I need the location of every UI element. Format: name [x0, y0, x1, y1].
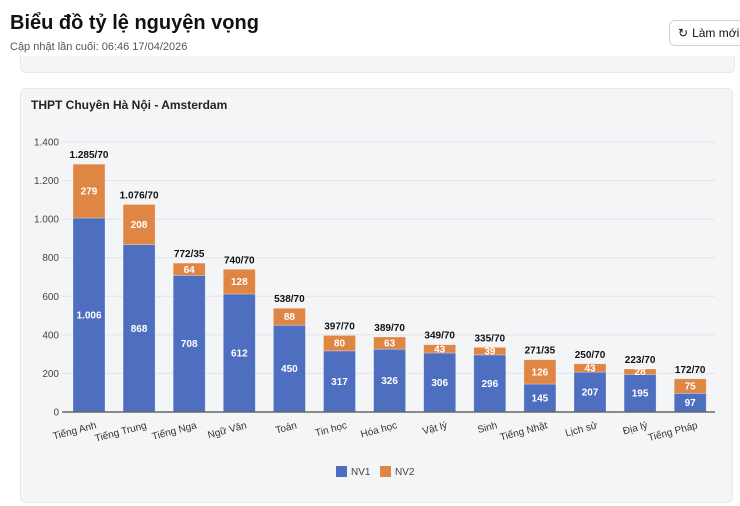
y-tick-label: 1.000: [34, 215, 59, 226]
bar-nv1: [273, 324, 306, 413]
refresh-icon: ↻: [678, 26, 689, 40]
legend-label: NV1: [351, 467, 371, 478]
x-tick-label: Tiếng Nga: [151, 419, 199, 443]
bar-value-label: 64: [184, 265, 196, 276]
x-tick-label: Hóa học: [360, 420, 399, 440]
total-label: 772/35: [174, 249, 205, 260]
bar-nv1: [323, 350, 356, 413]
page-title: Biểu đồ tỷ lệ nguyện vọng: [10, 12, 259, 34]
y-tick-label: 1.200: [34, 176, 59, 187]
bar-nv2: [122, 204, 156, 245]
y-tick-label: 800: [42, 253, 59, 264]
bar-nv1: [473, 354, 507, 413]
bar-value-label: 80: [334, 339, 346, 350]
bar-value-label: 126: [532, 367, 549, 378]
bar-value-label: 43: [584, 363, 596, 374]
bar-nv1: [222, 293, 256, 413]
total-label: 1.285/70: [70, 150, 109, 161]
y-tick-label: 1.400: [34, 138, 59, 149]
y-tick-label: 600: [42, 292, 59, 303]
y-tick-label: 400: [42, 330, 59, 341]
y-tick-label: 0: [53, 408, 59, 419]
previous-card: [20, 56, 735, 73]
total-label: 397/70: [324, 321, 355, 332]
x-tick-label: Tiếng Anh: [52, 419, 98, 442]
total-label: 172/70: [675, 365, 706, 376]
bar-nv2: [573, 363, 607, 373]
bar-nv2: [323, 335, 356, 352]
total-label: 271/35: [525, 346, 556, 357]
bar-value-label: 306: [431, 378, 448, 389]
bar-value-label: 1.006: [76, 310, 101, 321]
bar-value-label: 75: [685, 382, 697, 393]
bar-value-label: 296: [481, 379, 498, 390]
bar-nv2: [373, 336, 406, 350]
total-label: 335/70: [475, 333, 506, 344]
bar-nv2: [423, 344, 457, 354]
bar-nv2: [523, 359, 557, 385]
x-tick-label: Tiếng Trung: [94, 419, 148, 444]
x-tick-label: Tin học: [314, 420, 348, 439]
legend-swatch-nv1: [336, 466, 347, 477]
total-label: 223/70: [625, 355, 656, 366]
bar-nv1: [172, 275, 206, 413]
bar-value-label: 43: [434, 344, 446, 355]
legend-label: NV2: [395, 467, 415, 478]
total-label: 250/70: [575, 350, 606, 361]
bar-nv1: [523, 383, 557, 413]
bar-value-label: 326: [381, 376, 398, 387]
bar-nv2: [273, 307, 306, 326]
refresh-button[interactable]: ↻ Làm mới: [669, 20, 740, 46]
bar-value-label: 708: [181, 339, 198, 350]
bar-value-label: 279: [81, 187, 98, 198]
bar-value-label: 207: [582, 388, 599, 399]
total-label: 1.076/70: [120, 190, 159, 201]
total-label: 389/70: [374, 323, 405, 334]
x-tick-label: Sinh: [476, 420, 498, 436]
bar-nv2: [473, 347, 507, 356]
bar-value-label: 317: [331, 377, 348, 388]
bar-value-label: 39: [484, 347, 496, 358]
bar-value-label: 612: [231, 348, 248, 359]
total-label: 538/70: [274, 294, 305, 305]
bar-nv2: [172, 262, 206, 276]
chart-title: THPT Chuyên Hà Nội - Amsterdam: [31, 98, 228, 112]
x-tick-label: Tiếng Pháp: [647, 419, 700, 444]
last-updated: Cập nhật lần cuối: 06:46 17/04/2026: [10, 41, 188, 53]
bar-value-label: 97: [685, 398, 697, 409]
bar-nv2: [623, 368, 657, 375]
bar-value-label: 88: [284, 312, 296, 323]
bar-value-label: 868: [131, 324, 148, 335]
x-tick-label: Lịch sử: [564, 419, 599, 439]
y-tick-label: 200: [42, 369, 59, 380]
bar-value-label: 450: [281, 364, 298, 375]
bar-value-label: 208: [131, 220, 148, 231]
bar-nv1: [573, 371, 607, 413]
bar-nv2: [72, 163, 106, 219]
legend-swatch-nv2: [380, 466, 391, 477]
bar-nv2: [222, 268, 256, 295]
x-tick-label: Vật lý: [421, 420, 448, 437]
bar-value-label: 63: [384, 339, 396, 350]
bar-nv2: [673, 378, 707, 394]
bar-value-label: 128: [231, 277, 248, 288]
refresh-label: Làm mới: [692, 26, 740, 40]
total-label: 349/70: [424, 331, 455, 342]
x-tick-label: Địa lý: [622, 420, 649, 437]
total-label: 740/70: [224, 255, 255, 266]
x-tick-label: Tiếng Nhật: [499, 419, 549, 443]
x-tick-label: Ngữ Văn: [207, 420, 249, 441]
bar-value-label: 28: [635, 367, 647, 378]
x-tick-label: Toán: [274, 420, 298, 436]
bar-value-label: 195: [632, 389, 649, 400]
bar-value-label: 145: [532, 394, 549, 405]
